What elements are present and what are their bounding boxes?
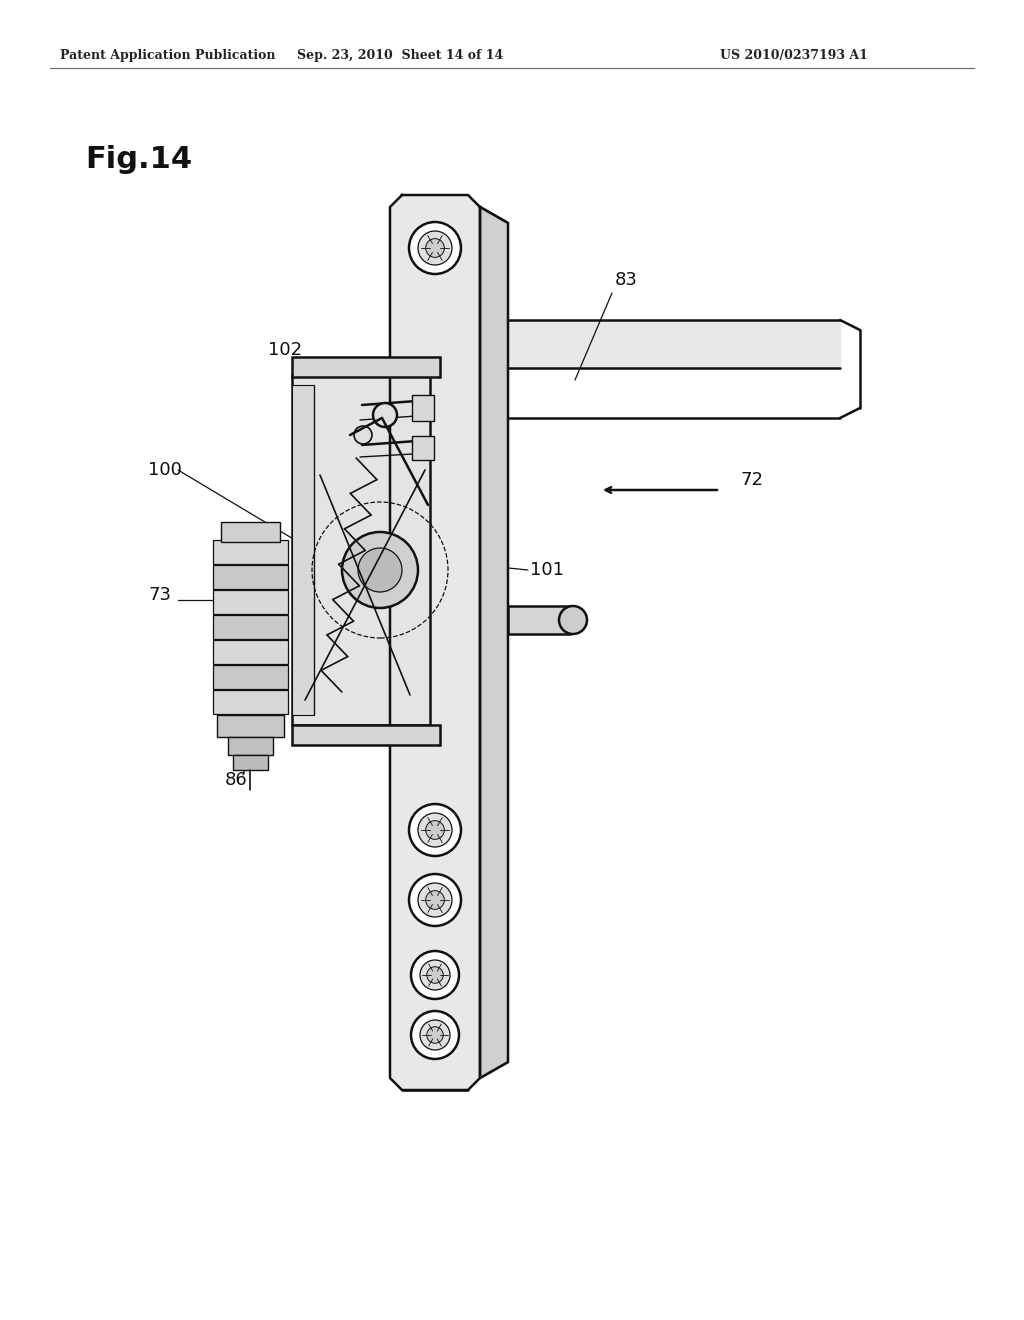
Bar [228, 737, 273, 755]
Circle shape [409, 222, 461, 275]
Bar [508, 606, 570, 634]
Bar [221, 521, 280, 543]
Bar [292, 725, 440, 744]
Text: 101: 101 [530, 561, 564, 579]
Circle shape [342, 532, 418, 609]
Text: 100: 100 [148, 461, 182, 479]
Circle shape [426, 821, 444, 840]
Circle shape [418, 231, 452, 265]
Circle shape [426, 239, 444, 257]
Text: 86: 86 [225, 771, 248, 789]
Bar [213, 615, 288, 639]
Bar [213, 590, 288, 614]
Circle shape [418, 813, 452, 847]
Polygon shape [480, 207, 508, 1078]
Circle shape [426, 891, 444, 909]
Bar [412, 395, 434, 421]
Circle shape [427, 1027, 443, 1043]
Circle shape [358, 548, 402, 591]
Circle shape [411, 1011, 459, 1059]
Text: Sep. 23, 2010  Sheet 14 of 14: Sep. 23, 2010 Sheet 14 of 14 [297, 49, 503, 62]
Circle shape [411, 950, 459, 999]
Text: Fig.14: Fig.14 [85, 145, 193, 174]
Bar [292, 385, 314, 715]
Circle shape [420, 1020, 450, 1049]
Bar [213, 665, 288, 689]
Circle shape [559, 606, 587, 634]
Bar [213, 540, 288, 564]
Text: 73: 73 [148, 586, 171, 605]
Polygon shape [390, 195, 480, 1090]
Bar [217, 715, 284, 737]
Bar [412, 436, 434, 459]
Text: 72: 72 [740, 471, 763, 488]
Bar [213, 565, 288, 589]
Circle shape [409, 804, 461, 855]
Circle shape [420, 960, 450, 990]
Bar [213, 690, 288, 714]
Text: US 2010/0237193 A1: US 2010/0237193 A1 [720, 49, 868, 62]
Bar [213, 640, 288, 664]
Polygon shape [508, 319, 840, 368]
Bar [233, 755, 268, 770]
Circle shape [427, 966, 443, 983]
Bar [292, 375, 430, 725]
Circle shape [418, 883, 452, 917]
Text: 102: 102 [268, 341, 302, 359]
Circle shape [409, 874, 461, 927]
Text: Patent Application Publication: Patent Application Publication [60, 49, 275, 62]
Circle shape [354, 426, 372, 444]
Text: 83: 83 [615, 271, 638, 289]
Circle shape [373, 403, 397, 426]
Bar [292, 356, 440, 378]
